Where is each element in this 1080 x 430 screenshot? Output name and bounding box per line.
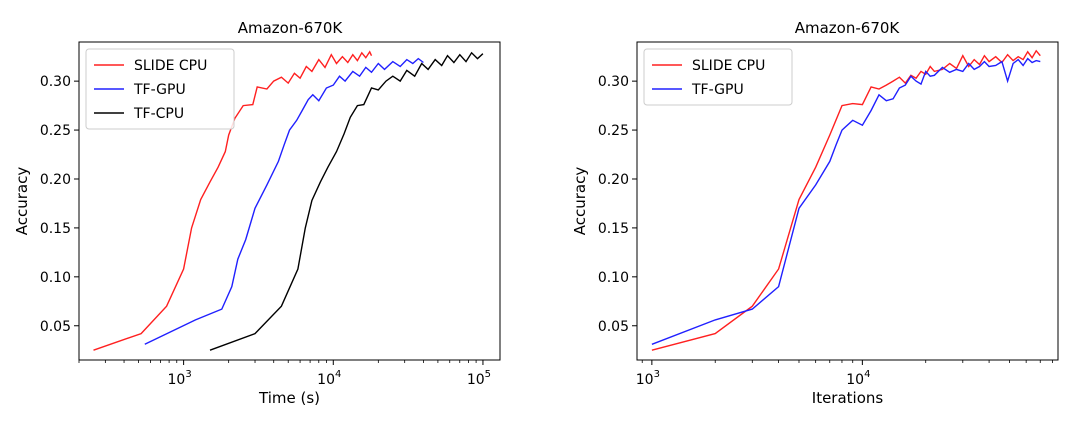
legend-label: TF-GPU	[691, 82, 744, 98]
chart-title: Amazon-670K	[238, 19, 344, 37]
series-line-slide-cpu	[651, 49, 1041, 351]
y-tick-label: 0.15	[40, 221, 71, 237]
y-tick-label: 0.20	[40, 172, 71, 188]
x-tick-label: 104	[846, 369, 870, 388]
legend-box	[643, 48, 793, 106]
y-axis-label: Accuracy	[571, 167, 589, 236]
legend-box	[85, 48, 235, 130]
x-axis-label: Time (s)	[258, 389, 320, 407]
y-tick-label: 0.05	[40, 319, 71, 335]
x-tick-label: 104	[317, 369, 341, 388]
chart-panel-2: Amazon-670K 0.05 0.10 0.15 0.20 0.25 0.30 103 10…	[571, 19, 1059, 407]
chart-title: Amazon-670K	[795, 19, 901, 37]
legend-label: SLIDE CPU	[692, 58, 765, 74]
legend-label: SLIDE CPU	[134, 58, 207, 74]
legend: SLIDE CPU TF-GPU TF-CPU	[85, 48, 235, 130]
x-axis-label: Iterations	[812, 389, 884, 407]
y-tick-label: 0.30	[598, 74, 629, 90]
y-tick-label: 0.10	[40, 270, 71, 286]
chart-panel-1: Amazon-670K 0.05 0.10 0.15 0.20 0.25 0.30 103 10…	[13, 19, 501, 407]
legend: SLIDE CPU TF-GPU	[643, 48, 793, 106]
x-tick-label: 103	[168, 369, 192, 388]
y-tick-label: 0.10	[598, 270, 629, 286]
y-tick-label: 0.25	[598, 123, 629, 139]
x-tick-label: 103	[636, 369, 660, 388]
plot-frame	[636, 41, 1059, 361]
series-line-tf-gpu	[144, 57, 424, 345]
x-tick-label: 105	[467, 369, 491, 388]
series-line-tf-gpu	[651, 57, 1041, 345]
series-line-tf-cpu	[209, 51, 484, 351]
y-axis-label: Accuracy	[13, 167, 31, 236]
legend-label: TF-CPU	[133, 106, 184, 122]
y-tick-label: 0.25	[40, 123, 71, 139]
plot-frame	[78, 41, 501, 361]
y-tick-label: 0.05	[598, 319, 629, 335]
legend-label: TF-GPU	[133, 82, 186, 98]
y-tick-label: 0.15	[598, 221, 629, 237]
series-line-slide-cpu	[93, 50, 373, 351]
y-tick-label: 0.20	[598, 172, 629, 188]
y-tick-label: 0.30	[40, 74, 71, 90]
